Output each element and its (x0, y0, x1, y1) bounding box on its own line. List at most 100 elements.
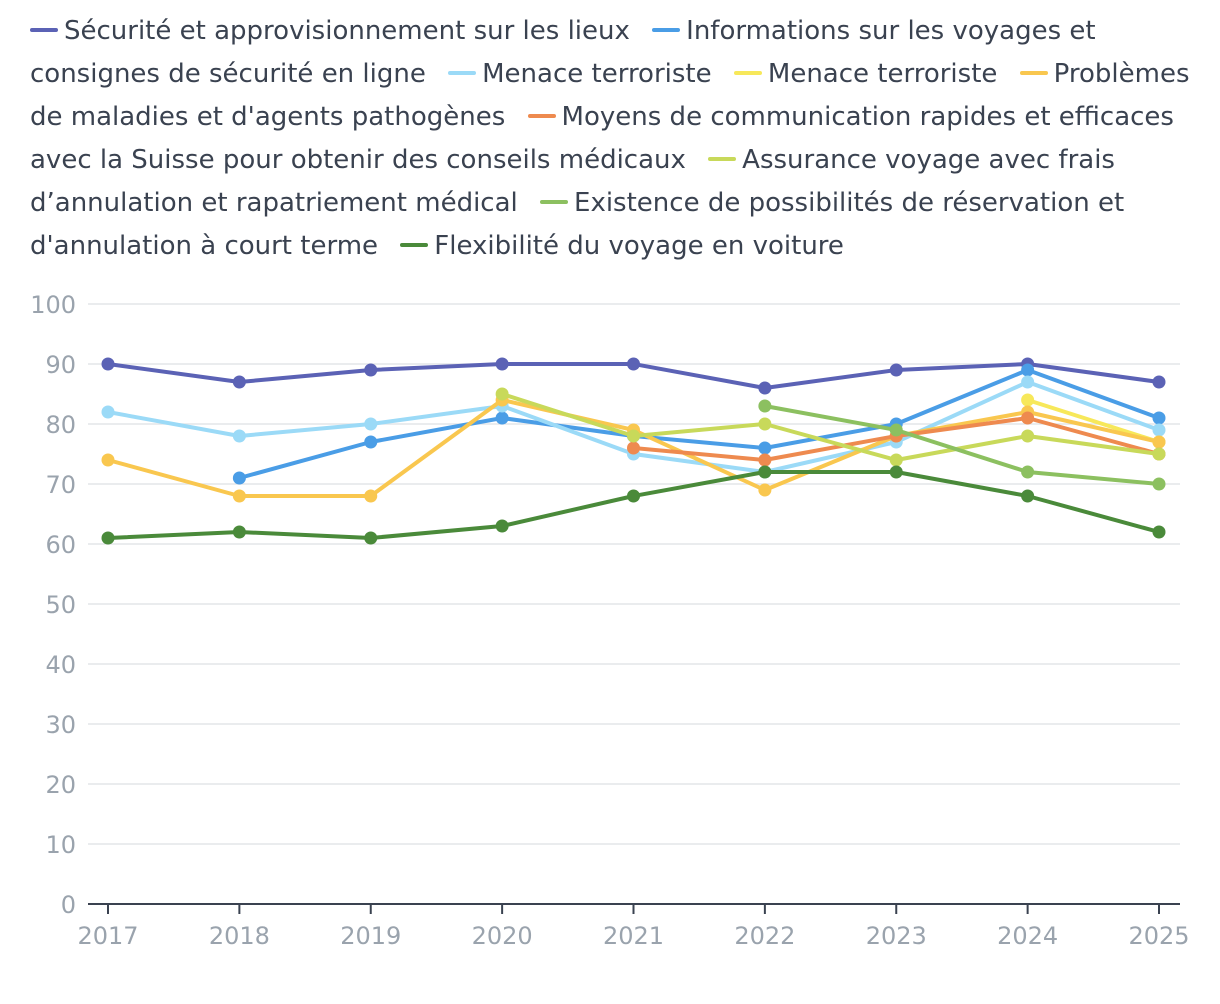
data-point (627, 429, 640, 443)
legend-swatch (448, 70, 477, 75)
series-line (500, 392, 1161, 462)
data-point (758, 453, 772, 467)
data-point (758, 441, 772, 455)
legend-swatch (652, 27, 681, 32)
legend-item[interactable]: Assurance voyage avec frais d’annulation… (30, 145, 1115, 218)
data-point (232, 375, 246, 389)
legend-label: Assurance voyage avec frais d’annulation… (30, 145, 1115, 218)
y-tick-label: 0 (61, 891, 76, 919)
series (101, 357, 1166, 395)
legend-item[interactable]: Sécurité et approvisionnement sur les li… (30, 16, 630, 46)
x-tick-label: 2022 (734, 922, 795, 950)
data-point (1152, 423, 1166, 437)
series-line (762, 404, 1161, 486)
series-line (106, 470, 1161, 540)
legend-item[interactable]: Moyens de communication rapides et effic… (30, 102, 1174, 175)
legend-swatch (527, 113, 556, 118)
x-tick-label: 2025 (1128, 922, 1189, 950)
series (495, 387, 1166, 467)
data-point (1021, 375, 1035, 389)
series (758, 399, 1166, 491)
data-point (364, 363, 378, 377)
legend-swatch (540, 199, 569, 204)
data-point (627, 441, 640, 455)
legend-swatch (733, 70, 762, 75)
legend-item[interactable]: Informations sur les voyages et consigne… (30, 16, 1096, 89)
data-point (232, 429, 246, 443)
data-point (889, 363, 903, 377)
legend-item[interactable]: Problèmes de maladies et d'agents pathog… (30, 59, 1190, 132)
data-point (1152, 375, 1166, 389)
y-tick-label: 90 (45, 351, 76, 379)
x-tick-label: 2017 (77, 922, 138, 950)
data-point (1152, 477, 1166, 491)
data-point (101, 405, 115, 419)
data-point (889, 453, 903, 467)
x-tick-label: 2018 (209, 922, 270, 950)
data-point (1021, 465, 1035, 479)
data-point (232, 471, 246, 485)
chart-legend: Sécurité et approvisionnement sur les li… (30, 10, 1200, 268)
legend-item[interactable]: Existence de possibilités de réservation… (30, 188, 1124, 261)
y-tick-label: 70 (45, 471, 76, 499)
x-tick-label: 2019 (340, 922, 401, 950)
data-point (1152, 525, 1166, 539)
data-point (495, 387, 509, 401)
x-tick-label: 2020 (472, 922, 533, 950)
data-point (495, 519, 509, 533)
data-point (364, 489, 378, 503)
y-tick-label: 40 (45, 651, 76, 679)
legend-item[interactable]: Menace terroriste (733, 59, 998, 89)
legend-label: Sécurité et approvisionnement sur les li… (64, 16, 630, 46)
data-point (627, 489, 640, 503)
data-point (758, 483, 772, 497)
data-point (364, 435, 378, 449)
data-point (1021, 363, 1035, 377)
y-tick-label: 20 (45, 771, 76, 799)
legend-item[interactable]: Flexibilité du voyage en voiture (400, 231, 844, 261)
series (101, 465, 1166, 545)
legend-swatch (1019, 70, 1048, 75)
data-point (758, 417, 772, 431)
data-point (1021, 393, 1035, 407)
y-tick-label: 80 (45, 411, 76, 439)
legend-label: Existence de possibilités de réservation… (30, 188, 1125, 261)
data-point (889, 423, 903, 437)
y-tick-label: 50 (45, 591, 76, 619)
data-point (627, 357, 640, 371)
y-tick-label: 30 (45, 711, 76, 739)
y-tick-label: 10 (45, 831, 76, 859)
data-point (364, 417, 378, 431)
x-tick-label: 2023 (866, 922, 927, 950)
data-point (101, 453, 115, 467)
legend-label: Menace terroriste (482, 59, 712, 89)
data-point (495, 411, 509, 425)
legend-item[interactable]: Menace terroriste (448, 59, 712, 89)
data-point (101, 357, 115, 371)
data-point (1021, 429, 1035, 443)
data-point (758, 465, 772, 479)
legend-label: Menace terroriste (767, 59, 998, 89)
legend-label: Problèmes de maladies et d'agents pathog… (30, 59, 1190, 132)
data-point (1021, 489, 1035, 503)
x-tick-label: 2024 (997, 922, 1058, 950)
data-point (364, 531, 378, 545)
legend-label: Informations sur les voyages et consigne… (30, 16, 1096, 89)
data-point (232, 489, 246, 503)
y-tick-label: 100 (30, 291, 76, 319)
data-point (1152, 435, 1166, 449)
legend-swatch (400, 242, 429, 247)
series-line (237, 368, 1161, 480)
legend-swatch (30, 27, 58, 32)
data-point (232, 525, 246, 539)
data-point (758, 399, 772, 413)
data-point (101, 531, 115, 545)
legend-swatch (708, 156, 737, 161)
data-point (1152, 411, 1166, 425)
data-point (495, 357, 509, 371)
y-tick-label: 60 (45, 531, 76, 559)
data-point (889, 465, 903, 479)
data-point (1021, 411, 1035, 425)
